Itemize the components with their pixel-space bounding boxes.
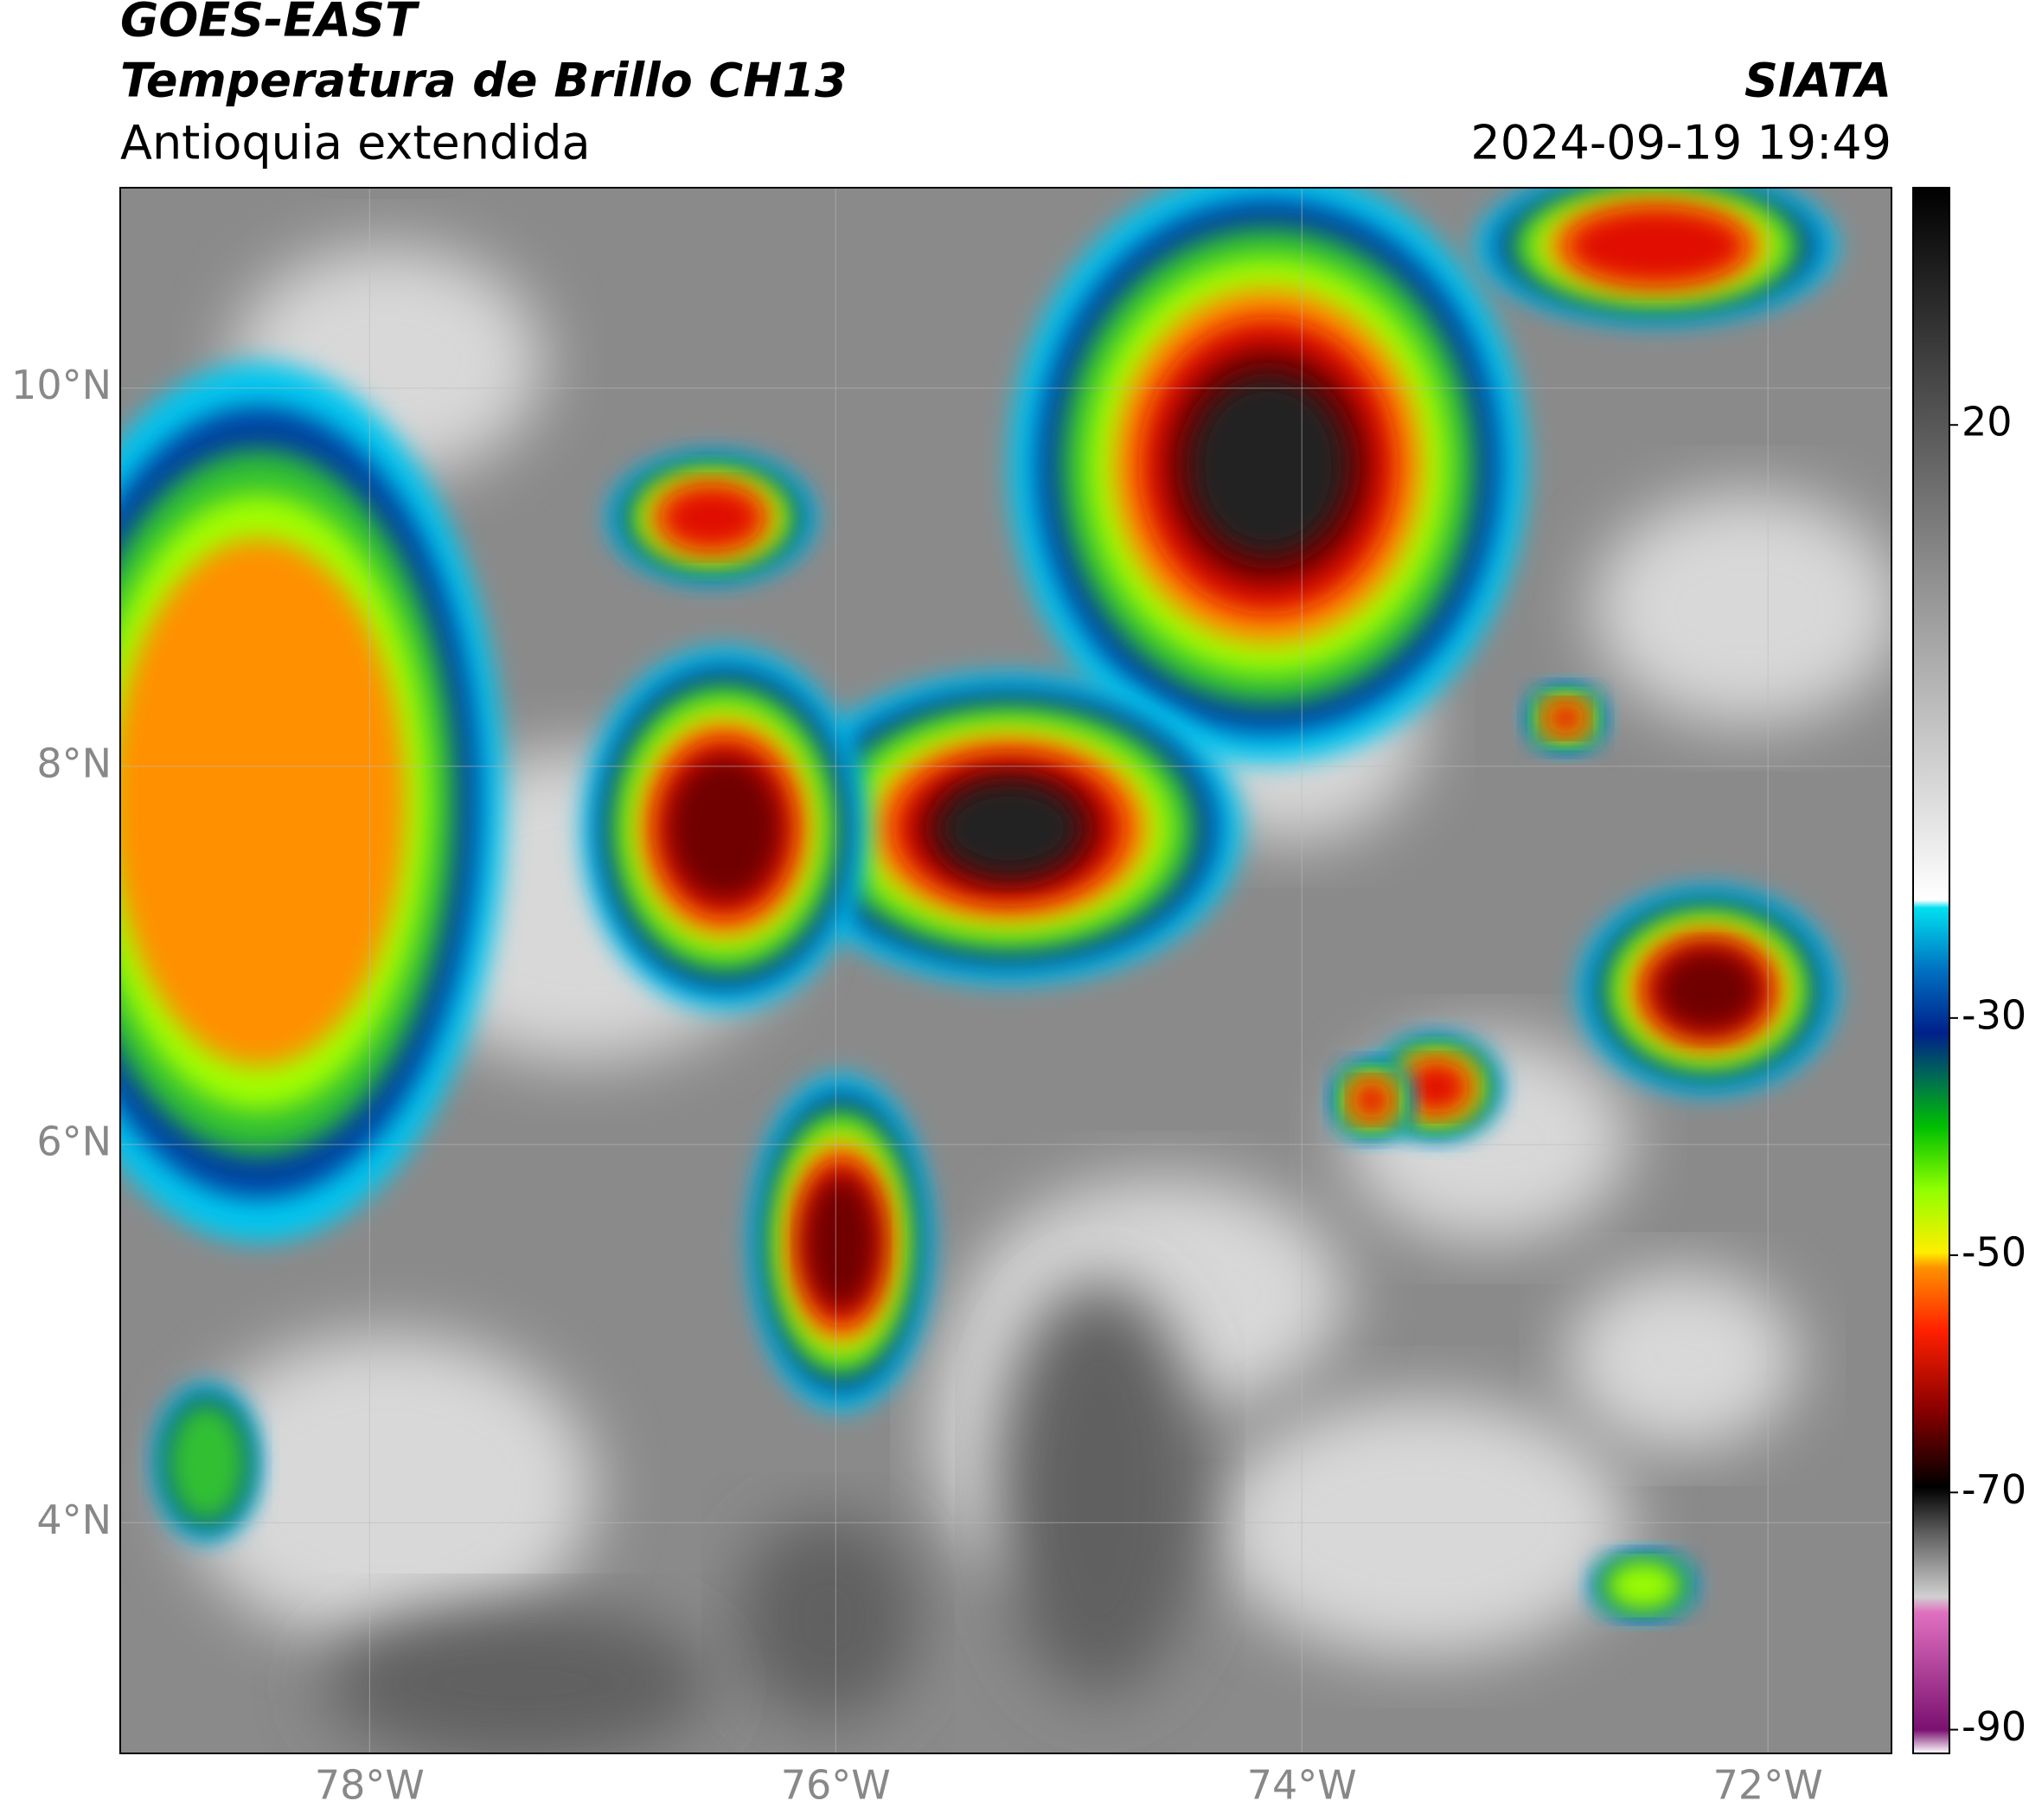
storm-layer: [1404, 1061, 1469, 1113]
storm-layer: [1352, 1080, 1392, 1120]
colorbar: [1912, 187, 1950, 1754]
storm-layer: [1607, 1562, 1680, 1609]
region: Antioquia extendida: [120, 116, 591, 170]
y-tick-label: 8°N: [36, 740, 112, 786]
y-tick-label: 10°N: [11, 362, 112, 408]
grid: [120, 188, 1891, 1753]
y-tick-label: 6°N: [36, 1118, 112, 1165]
map-frame: [119, 187, 1892, 1754]
colorbar-tick-label: 20: [1962, 399, 2013, 445]
storm-layer: [668, 755, 782, 901]
terrain: [996, 1281, 1204, 1696]
terrain: [737, 1514, 919, 1721]
y-tick-label: 4°N: [36, 1496, 112, 1543]
terrain: [323, 1605, 712, 1753]
source: SIATA: [1744, 54, 1891, 108]
colorbar-tick-label: -50: [1962, 1229, 2026, 1276]
cloud: [1591, 491, 1891, 725]
satellite-image: [120, 188, 1891, 1753]
title: GOES-EAST: [120, 0, 420, 48]
storm-layer: [165, 1400, 249, 1525]
x-tick-label: 78°W: [315, 1762, 425, 1809]
storm-layer: [660, 485, 764, 550]
colorbar-tick-label: -30: [1962, 991, 2026, 1038]
storm-layer: [1546, 702, 1585, 735]
storm-layer: [120, 538, 406, 1067]
x-tick-label: 74°W: [1247, 1762, 1357, 1809]
storm-layer: [939, 781, 1079, 875]
colorbar-tick-label: -90: [1962, 1703, 2026, 1750]
storm-layer: [1656, 948, 1760, 1032]
cloud: [1565, 1268, 1799, 1450]
storm-layer: [1565, 207, 1747, 285]
subtitle: Temperatura de Brillo CH13: [120, 54, 848, 108]
timestamp: 2024-09-19 19:49: [1470, 116, 1891, 170]
colorbar-tick-label: -70: [1962, 1466, 2026, 1513]
cloud: [181, 1333, 596, 1644]
storm-layer: [1190, 376, 1347, 555]
x-tick-label: 72°W: [1713, 1762, 1823, 1809]
x-tick-label: 76°W: [781, 1762, 891, 1809]
storm-layer: [804, 1175, 878, 1311]
cloud: [1216, 1397, 1631, 1657]
